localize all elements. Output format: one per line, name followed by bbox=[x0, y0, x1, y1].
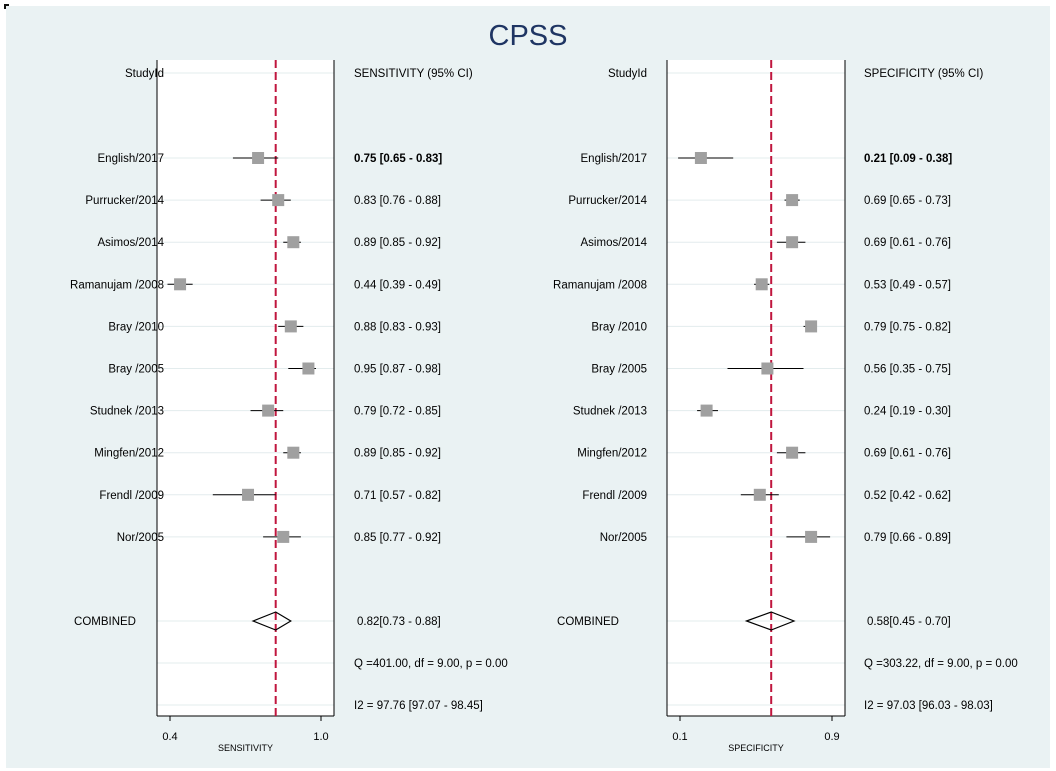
spec-point-estimate bbox=[756, 278, 768, 290]
spec-header-ci: SPECIFICITY (95% CI) bbox=[864, 68, 983, 80]
sens-header-studyid: StudyId bbox=[125, 68, 164, 80]
sens-ci-text: 0.75 [0.65 - 0.83] bbox=[354, 153, 442, 165]
sens-x-tick-label: 1.0 bbox=[313, 731, 328, 743]
spec-ci-text: 0.79 [0.66 - 0.89] bbox=[864, 532, 951, 544]
sens-point-estimate bbox=[302, 363, 314, 375]
sens-study-label: Mingfen/2012 bbox=[94, 448, 164, 460]
sens-study-label: Studnek /2013 bbox=[90, 406, 164, 418]
spec-ci-text: 0.52 [0.42 - 0.62] bbox=[864, 490, 951, 502]
spec-study-label: Bray /2005 bbox=[591, 364, 647, 376]
sens-point-estimate bbox=[242, 489, 254, 501]
spec-point-estimate bbox=[786, 447, 798, 459]
spec-study-label: Asimos/2014 bbox=[581, 237, 648, 249]
sens-study-label: Bray /2005 bbox=[108, 364, 164, 376]
spec-study-label: Nor/2005 bbox=[600, 532, 647, 544]
spec-header-studyid: StudyId bbox=[608, 68, 647, 80]
sens-point-estimate bbox=[174, 278, 186, 290]
sens-study-label: Nor/2005 bbox=[117, 532, 164, 544]
spec-point-estimate bbox=[805, 531, 817, 543]
spec-x-tick-label: 0.1 bbox=[672, 731, 687, 743]
sens-ci-text: 0.79 [0.72 - 0.85] bbox=[354, 406, 441, 418]
spec-x-axis-label: SPECIFICITY bbox=[728, 743, 784, 753]
sens-study-label: Asimos/2014 bbox=[98, 237, 165, 249]
spec-point-estimate bbox=[701, 405, 713, 417]
sens-ci-text: 0.44 [0.39 - 0.49] bbox=[354, 279, 441, 291]
spec-combined-label: COMBINED bbox=[557, 616, 619, 628]
spec-x-tick-label: 0.9 bbox=[824, 731, 839, 743]
sens-study-label: Ramanujam /2008 bbox=[70, 279, 164, 291]
sens-ci-text: 0.88 [0.83 - 0.93] bbox=[354, 321, 441, 333]
sens-combined-ci-text: 0.82[0.73 - 0.88] bbox=[357, 616, 441, 628]
sens-point-estimate bbox=[277, 531, 289, 543]
sens-ci-text: 0.83 [0.76 - 0.88] bbox=[354, 195, 441, 207]
spec-point-estimate bbox=[786, 236, 798, 248]
spec-point-estimate bbox=[761, 363, 773, 375]
spec-ci-text: 0.53 [0.49 - 0.57] bbox=[864, 279, 951, 291]
sens-ci-text: 0.71 [0.57 - 0.82] bbox=[354, 490, 441, 502]
spec-heterogeneity-i2: I2 = 97.03 [96.03 - 98.03] bbox=[864, 700, 993, 712]
sens-point-estimate bbox=[287, 447, 299, 459]
spec-ci-text: 0.79 [0.75 - 0.82] bbox=[864, 321, 951, 333]
spec-point-estimate bbox=[805, 320, 817, 332]
sens-study-label: Frendl /2009 bbox=[99, 490, 164, 502]
sens-study-label: Purrucker/2014 bbox=[85, 195, 164, 207]
sens-point-estimate bbox=[272, 194, 284, 206]
spec-study-label: Studnek /2013 bbox=[573, 406, 647, 418]
sens-ci-text: 0.89 [0.85 - 0.92] bbox=[354, 448, 441, 460]
sens-combined-label: COMBINED bbox=[74, 616, 136, 628]
spec-study-label: English/2017 bbox=[581, 153, 648, 165]
spec-ci-text: 0.69 [0.65 - 0.73] bbox=[864, 195, 951, 207]
spec-study-label: Purrucker/2014 bbox=[568, 195, 647, 207]
spec-ci-text: 0.56 [0.35 - 0.75] bbox=[864, 364, 951, 376]
spec-point-estimate bbox=[786, 194, 798, 206]
sens-heterogeneity-q: Q =401.00, df = 9.00, p = 0.00 bbox=[354, 658, 508, 670]
sens-ci-text: 0.95 [0.87 - 0.98] bbox=[354, 364, 441, 376]
sens-header-ci: SENSITIVITY (95% CI) bbox=[354, 68, 473, 80]
spec-combined-ci-text: 0.58[0.45 - 0.70] bbox=[867, 616, 951, 628]
sens-study-label: Bray /2010 bbox=[108, 321, 164, 333]
sens-study-label: English/2017 bbox=[98, 153, 165, 165]
sens-point-estimate bbox=[262, 405, 274, 417]
sens-x-tick-label: 0.4 bbox=[162, 731, 177, 743]
sens-point-estimate bbox=[285, 320, 297, 332]
sens-ci-text: 0.85 [0.77 - 0.92] bbox=[354, 532, 441, 544]
sens-heterogeneity-i2: I2 = 97.76 [97.07 - 98.45] bbox=[354, 700, 483, 712]
spec-ci-text: 0.21 [0.09 - 0.38] bbox=[864, 153, 952, 165]
spec-study-label: Frendl /2009 bbox=[582, 490, 647, 502]
spec-ci-text: 0.69 [0.61 - 0.76] bbox=[864, 448, 951, 460]
spec-study-label: Bray /2010 bbox=[591, 321, 647, 333]
spec-heterogeneity-q: Q =303.22, df = 9.00, p = 0.00 bbox=[864, 658, 1018, 670]
sens-point-estimate bbox=[287, 236, 299, 248]
spec-point-estimate bbox=[695, 152, 707, 164]
spec-study-label: Ramanujam /2008 bbox=[553, 279, 647, 291]
spec-ci-text: 0.69 [0.61 - 0.76] bbox=[864, 237, 951, 249]
spec-ci-text: 0.24 [0.19 - 0.30] bbox=[864, 406, 951, 418]
sens-point-estimate bbox=[252, 152, 264, 164]
spec-study-label: Mingfen/2012 bbox=[577, 448, 647, 460]
sens-ci-text: 0.89 [0.85 - 0.92] bbox=[354, 237, 441, 249]
sens-x-axis-label: SENSITIVITY bbox=[218, 743, 273, 753]
spec-point-estimate bbox=[754, 489, 766, 501]
